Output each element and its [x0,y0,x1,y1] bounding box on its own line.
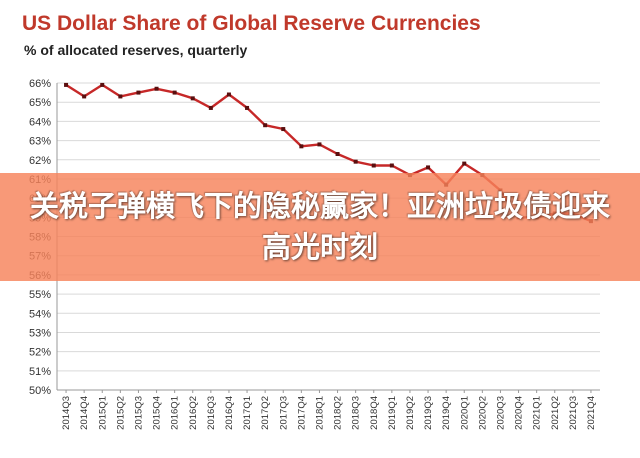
data-point [317,142,322,147]
data-point [263,123,268,128]
x-tick-label: 2014Q4 [79,396,90,430]
data-point [172,90,177,95]
x-tick-label: 2019Q1 [387,396,398,430]
y-tick-label: 52% [29,347,51,359]
data-point [154,86,159,91]
x-tick-label: 2017Q4 [296,396,307,430]
x-tick-label: 2016Q2 [188,396,199,430]
y-tick-label: 53% [29,327,51,339]
data-point [190,96,195,101]
y-tick-label: 66% [29,78,51,90]
x-tick-label: 2021Q2 [550,396,561,430]
x-tick-label: 2018Q3 [351,396,362,430]
x-tick-label: 2016Q3 [206,396,217,430]
x-tick-label: 2015Q4 [152,396,163,430]
data-point [118,94,123,99]
x-tick-label: 2019Q4 [441,396,452,430]
y-tick-label: 51% [29,366,51,378]
data-point [462,161,467,166]
y-tick-label: 64% [29,116,51,128]
chart-title: US Dollar Share of Global Reserve Curren… [22,12,481,35]
x-tick-label: 2017Q3 [278,396,289,430]
x-tick-label: 2015Q1 [97,396,108,430]
x-tick-label: 2018Q2 [333,396,344,430]
data-point [64,82,69,87]
x-tick-label: 2019Q2 [405,396,416,430]
data-point [426,165,431,170]
x-tick-label: 2018Q4 [369,396,380,430]
data-point [389,163,394,168]
x-tick-label: 2018Q1 [314,396,325,430]
data-point [100,82,105,87]
x-tick-label: 2020Q1 [459,396,470,430]
x-tick-label: 2021Q1 [532,396,543,430]
data-point [136,90,141,95]
x-tick-label: 2021Q3 [568,396,579,430]
x-tick-label: 2015Q3 [133,396,144,430]
data-point [371,163,376,168]
data-point [208,105,213,110]
data-point [335,151,340,156]
headline-text: 关税子弹横飞下的隐秘赢家！亚洲垃圾债迎来高光时刻 [30,189,611,264]
x-tick-label: 2014Q3 [61,396,72,430]
x-tick-label: 2017Q1 [242,396,253,430]
x-tick-label: 2021Q4 [586,396,597,430]
y-tick-label: 50% [29,385,51,397]
data-point [353,159,358,164]
x-tick-label: 2020Q4 [514,396,525,430]
y-tick-label: 65% [29,97,51,109]
y-tick-label: 54% [29,308,51,320]
x-tick-label: 2017Q2 [260,396,271,430]
y-tick-label: 63% [29,136,51,148]
x-tick-label: 2020Q3 [495,396,506,430]
y-tick-label: 55% [29,289,51,301]
data-point [245,105,250,110]
x-tick-label: 2015Q2 [115,396,126,430]
x-tick-label: 2019Q3 [423,396,434,430]
data-point [281,127,286,132]
chart-subtitle: % of allocated reserves, quarterly [24,42,248,58]
headline-banner [0,173,640,281]
data-point [82,94,87,99]
data-point [299,144,304,149]
x-tick-label: 2016Q4 [224,396,235,430]
x-tick-label: 2020Q2 [477,396,488,430]
data-point [226,92,231,97]
x-tick-label: 2016Q1 [170,396,181,430]
y-tick-label: 62% [29,155,51,167]
